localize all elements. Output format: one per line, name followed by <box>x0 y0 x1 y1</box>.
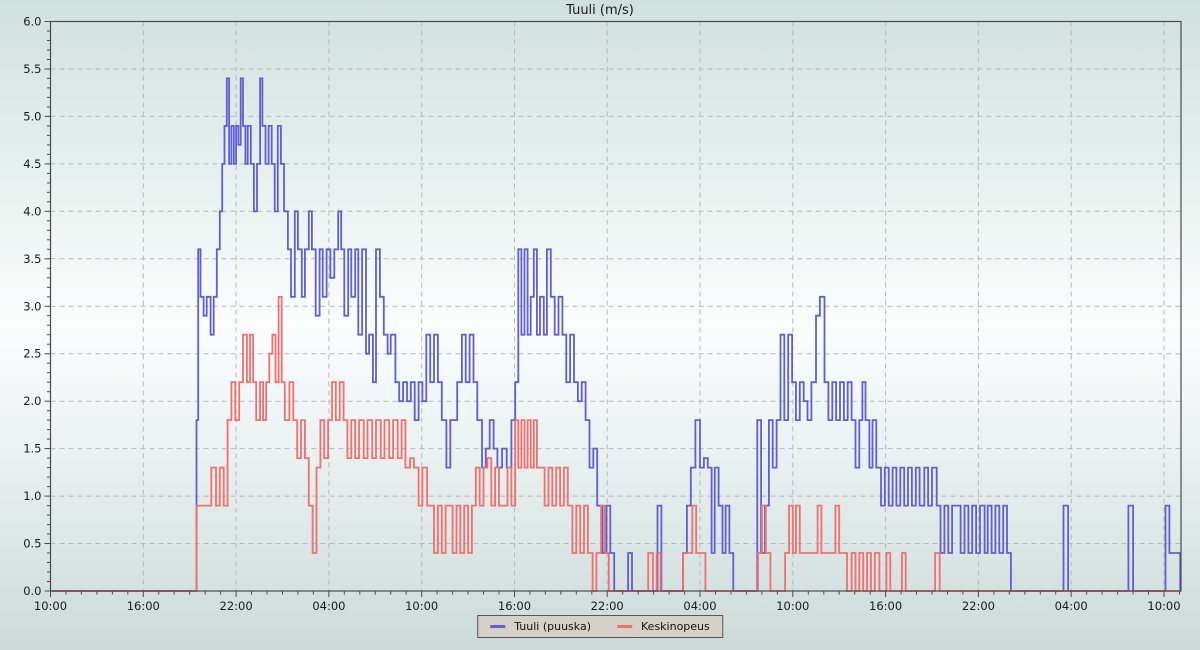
x-tick-label: 04:00 <box>1055 599 1088 613</box>
legend-label-average: Keskinopeus <box>641 620 710 633</box>
y-tick-label: 6.0 <box>23 15 41 29</box>
x-tick-label: 16:00 <box>498 599 531 613</box>
x-tick-label: 04:00 <box>683 599 716 613</box>
x-tick-label: 04:00 <box>312 599 345 613</box>
y-tick-label: 0.0 <box>23 584 41 598</box>
y-tick-label: 5.5 <box>23 62 41 76</box>
x-tick-label: 22:00 <box>962 599 995 613</box>
y-tick-label: 1.5 <box>23 442 41 456</box>
legend-item-gust: Tuuli (puuska) <box>490 620 591 633</box>
y-tick-label: 2.0 <box>23 394 41 408</box>
x-tick-label: 16:00 <box>869 599 902 613</box>
x-tick-label: 10:00 <box>1147 599 1180 613</box>
x-tick-label: 16:00 <box>127 599 160 613</box>
y-tick-label: 4.5 <box>23 157 41 171</box>
x-tick-label: 10:00 <box>776 599 809 613</box>
series-line-average <box>52 295 1181 592</box>
y-tick-label: 4.0 <box>23 204 41 218</box>
y-tick-label: 3.0 <box>23 299 41 313</box>
chart-title: Tuuli (m/s) <box>566 3 634 18</box>
average-line-swatch <box>617 625 633 628</box>
legend-item-average: Keskinopeus <box>617 620 710 633</box>
x-tick-label: 10:00 <box>34 599 67 613</box>
y-tick-label: 3.5 <box>23 252 41 266</box>
legend: Tuuli (puuska) Keskinopeus <box>477 615 723 638</box>
gust-line-swatch <box>490 625 506 628</box>
y-tick-label: 1.0 <box>23 489 41 503</box>
y-tick-label: 5.0 <box>23 109 41 123</box>
x-tick-label: 22:00 <box>591 599 624 613</box>
x-tick-label: 10:00 <box>405 599 438 613</box>
x-tick-label: 22:00 <box>220 599 253 613</box>
series-line-gust <box>52 77 1182 592</box>
y-tick-label: 0.5 <box>23 537 41 551</box>
y-tick-label: 2.5 <box>23 347 41 361</box>
legend-label-gust: Tuuli (puuska) <box>514 620 592 633</box>
